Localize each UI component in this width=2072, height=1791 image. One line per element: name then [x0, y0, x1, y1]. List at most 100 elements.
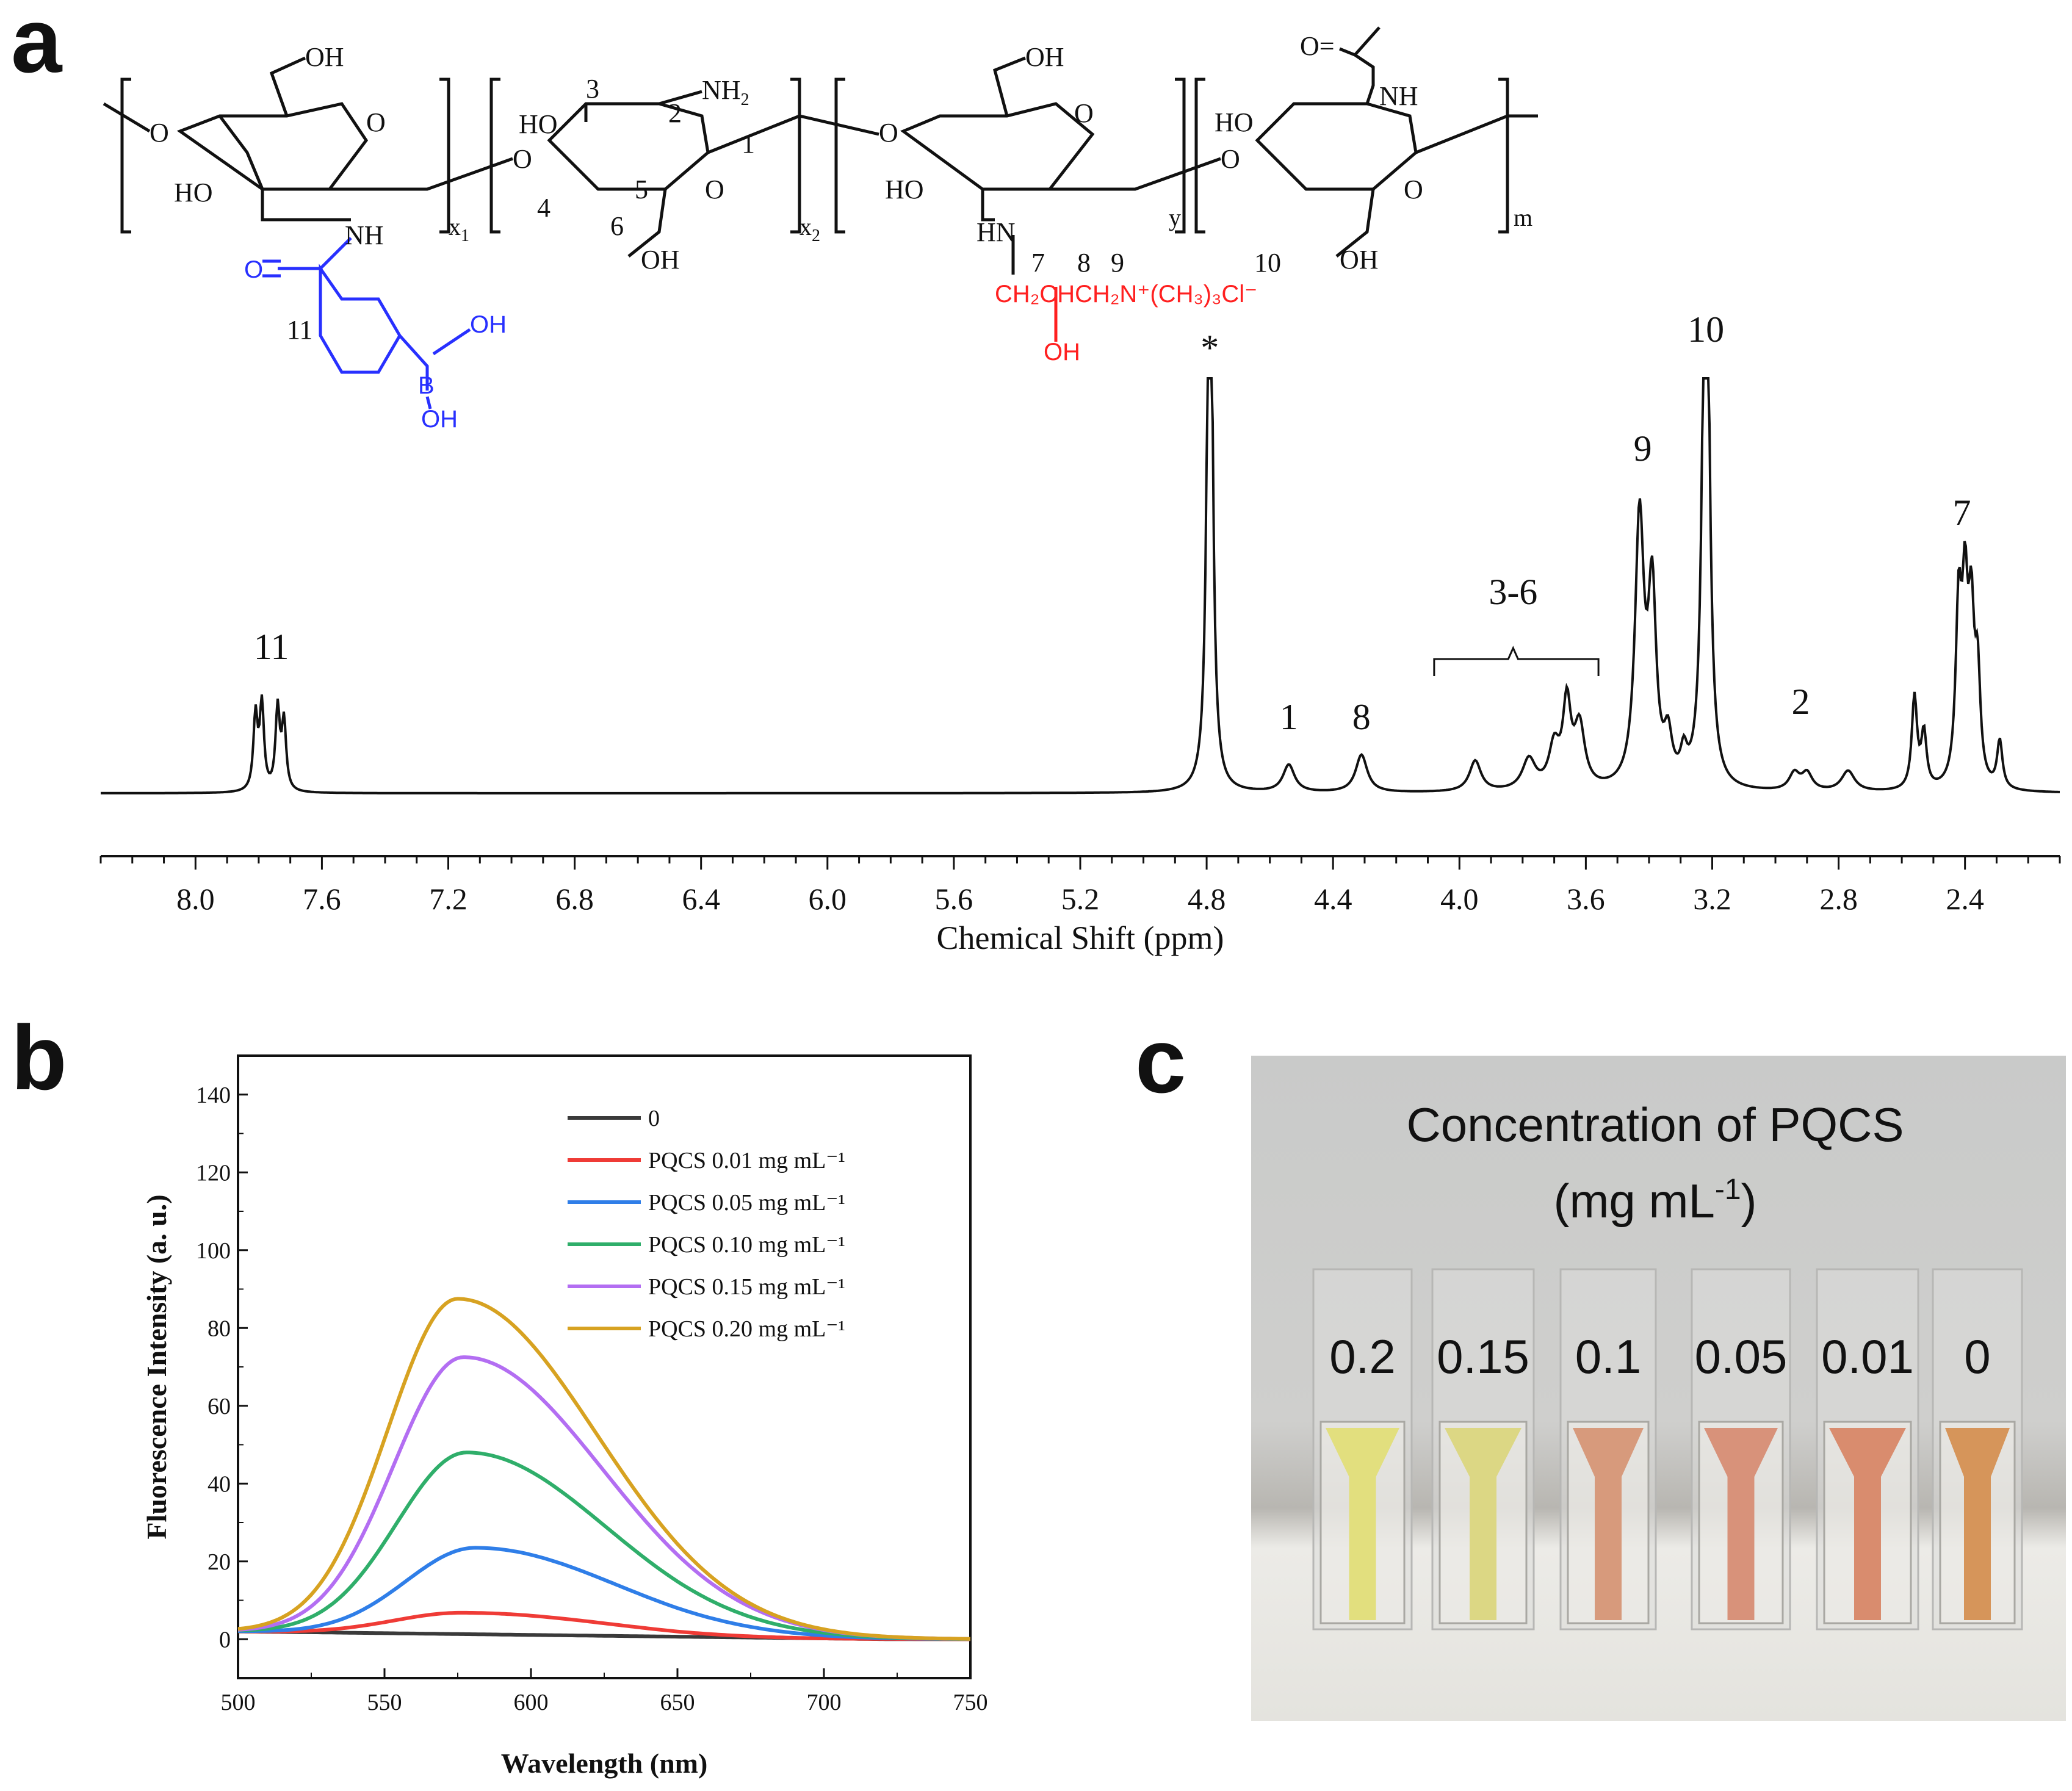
fl-x-tick-label: 650 — [660, 1690, 695, 1715]
fl-x-tick-label: 550 — [367, 1690, 402, 1715]
cuvette: 0.2 — [1313, 1269, 1412, 1629]
nmr-peak-label: 8 — [1352, 697, 1371, 737]
nmr-tick-label: 3.2 — [1693, 882, 1731, 916]
label-oh-1: OH — [305, 42, 344, 72]
label-o-blue: O — [244, 256, 263, 283]
label-quat-oh: OH — [1044, 339, 1080, 366]
benzene-ring — [320, 268, 400, 372]
nmr-tick-label: 5.2 — [1061, 882, 1100, 916]
fl-y-tick-label: 0 — [219, 1627, 231, 1652]
fl-plot-frame — [238, 1056, 970, 1678]
atom-number-5: 5 — [635, 175, 648, 204]
cuvette-label: 0.1 — [1575, 1330, 1641, 1383]
label-ho-3: HO — [885, 175, 924, 204]
cuvette: 0.15 — [1432, 1269, 1534, 1629]
nmr-peak-label: 9 — [1634, 428, 1652, 469]
atom-number-9: 9 — [1111, 248, 1124, 278]
cuvette-photo: Concentration of PQCS (mg mL-1) 0.2 0.15 0… — [1251, 1056, 2066, 1721]
chemical-structure — [104, 27, 1538, 409]
nmr-tick-label: 6.4 — [682, 882, 720, 916]
fl-y-tick-label: 40 — [208, 1471, 231, 1497]
fl-y-label: Fluorescence Intensity (a. u.) — [141, 1194, 172, 1539]
nmr-tick-label: 4.0 — [1440, 882, 1479, 916]
label-oh-4: OH — [1340, 245, 1379, 275]
nmr-tick-label: 8.0 — [176, 882, 215, 916]
cuvette-label: 0.05 — [1695, 1330, 1788, 1383]
atom-number-1: 1 — [742, 129, 755, 159]
nmr-peak-label: 2 — [1791, 682, 1810, 722]
nmr-spectrum-line — [101, 378, 2060, 793]
cuvette-label: 0.01 — [1821, 1330, 1914, 1383]
cuvette-label: 0.2 — [1329, 1330, 1395, 1383]
cuvette: 0.1 — [1561, 1269, 1656, 1629]
label-oh-3: OH — [1025, 42, 1064, 72]
cuvette-label: 0.15 — [1437, 1330, 1529, 1383]
atom-number-10: 10 — [1254, 248, 1281, 278]
fl-x-tick-label: 600 — [514, 1690, 549, 1715]
fl-y-tick-label: 100 — [196, 1238, 231, 1264]
fl-legend-label: 0 — [648, 1106, 660, 1131]
nmr-tick-label: 3.6 — [1567, 882, 1605, 916]
fl-y-tick-label: 140 — [196, 1083, 231, 1108]
label-o-eq: O= — [1300, 31, 1335, 61]
label-oh-b1: OH — [470, 311, 507, 338]
boronic-labels: O B OH OH — [244, 256, 507, 433]
bracket-x1-close — [439, 79, 449, 232]
label-nh2: NH2 — [702, 75, 749, 109]
figure: a — [0, 0, 2072, 1791]
nmr-ticks — [101, 856, 2060, 870]
bracket-m-open — [1196, 79, 1205, 232]
ring-3 — [903, 104, 1092, 189]
nmr-peak-label: 10 — [1688, 309, 1724, 350]
label-hn: HN — [976, 217, 1016, 247]
atom-number-8: 8 — [1077, 248, 1091, 278]
label-o-ring1: O — [366, 107, 386, 137]
bracket-y-open — [836, 79, 845, 232]
label-ho-2: HO — [519, 109, 558, 139]
atom-number-2: 2 — [668, 98, 682, 128]
fl-y-tick-label: 120 — [196, 1160, 231, 1186]
nmr-tick-label: 7.6 — [303, 882, 341, 916]
label-ho-4: HO — [1215, 107, 1254, 137]
nmr-peak-label: 1 — [1280, 697, 1298, 737]
label-o-ring3: O — [1074, 98, 1094, 128]
ring-1 — [180, 104, 366, 189]
fl-legend-label: PQCS 0.05 mg mL⁻¹ — [648, 1190, 845, 1216]
fl-legend-label: PQCS 0.15 mg mL⁻¹ — [648, 1274, 845, 1300]
ring-2 — [549, 104, 708, 189]
label-ho-1: HO — [174, 178, 213, 207]
fl-x-label: Wavelength (nm) — [501, 1748, 708, 1779]
label-x2: x2 — [800, 213, 820, 245]
fl-x-tick-label: 500 — [221, 1690, 256, 1715]
cuvette: 0.01 — [1817, 1269, 1918, 1629]
label-m: m — [1514, 204, 1532, 231]
cuvette: 0.05 — [1692, 1269, 1790, 1629]
bracket-m-close — [1498, 79, 1507, 232]
nmr-tick-label: 4.4 — [1314, 882, 1352, 916]
atom-number-3: 3 — [586, 74, 599, 104]
nmr-x-label: Chemical Shift (ppm) — [937, 920, 1224, 956]
nmr-peak-label: 11 — [254, 627, 289, 667]
atom-number-11: 11 — [287, 315, 312, 345]
label-y: y — [1169, 204, 1181, 231]
fl-y-tick-label: 80 — [208, 1316, 231, 1341]
label-o-ring4: O — [1404, 175, 1423, 204]
nmr-tick-label: 2.4 — [1946, 882, 1984, 916]
fluorescence-chart: 0 20 40 60 80 100 120 140 500 550 600 650 700 750 Wa… — [141, 1056, 988, 1779]
nmr-peak-label: 7 — [1953, 492, 1971, 533]
atom-number-6: 6 — [610, 211, 624, 241]
fl-x-tick-label: 750 — [953, 1690, 988, 1715]
bracket-x2-close — [790, 79, 800, 232]
label-x1: x1 — [449, 213, 469, 245]
label-o-1: O — [150, 118, 169, 148]
panel-letter-c: c — [1135, 1009, 1186, 1112]
label-o-4: O — [1221, 144, 1240, 174]
panel-letter-a: a — [11, 0, 63, 92]
ring-4 — [1257, 104, 1416, 189]
nmr-tick-label: 4.8 — [1188, 882, 1226, 916]
label-boron: B — [418, 372, 435, 399]
label-quat-chain: CH₂CHCH₂N⁺(CH₃)₃Cl⁻ — [995, 281, 1257, 308]
nmr-brace-3-6 — [1434, 648, 1598, 676]
nmr-tick-label: 6.0 — [809, 882, 847, 916]
atom-number-7: 7 — [1031, 248, 1045, 278]
